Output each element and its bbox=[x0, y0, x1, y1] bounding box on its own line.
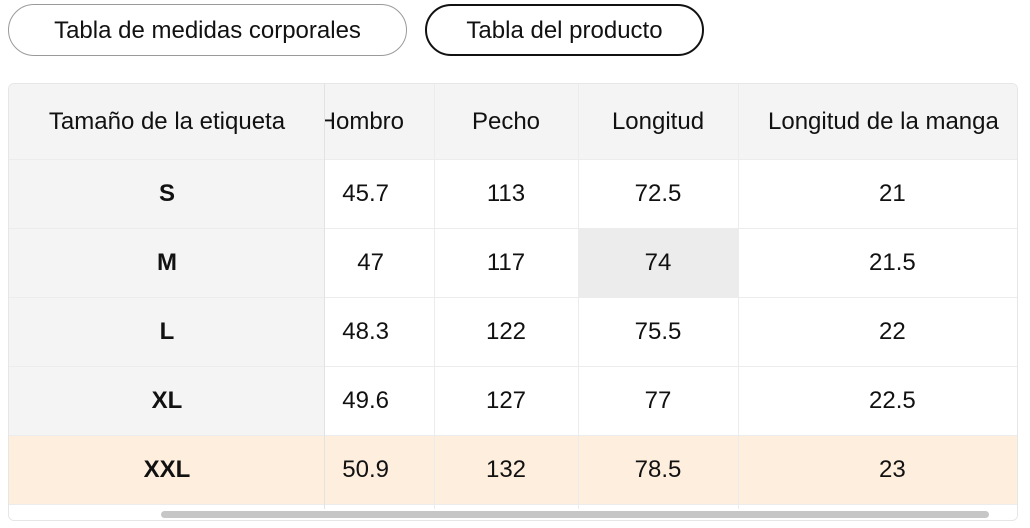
cell-s-chest: 113 bbox=[434, 160, 578, 229]
scrollbar-thumb[interactable] bbox=[161, 511, 989, 518]
tab-body-measurements[interactable]: Tabla de medidas corporales bbox=[8, 4, 407, 56]
cell-xl-sleeve: 22.5 bbox=[738, 367, 1017, 436]
column-length: Longitud 72.5 74 75.5 77 78.5 bbox=[578, 84, 738, 509]
frozen-column-divider bbox=[324, 84, 325, 509]
header-sleeve: Longitud de la manga bbox=[738, 84, 1017, 160]
cell-m-chest: 117 bbox=[434, 229, 578, 298]
size-table[interactable]: Hombro 45.7 47 48.3 49.6 50.9 Pecho 113 … bbox=[8, 83, 1018, 521]
cell-xl-chest: 127 bbox=[434, 367, 578, 436]
cell-m-length: 74 bbox=[578, 229, 738, 298]
cell-m-sleeve: 21.5 bbox=[738, 229, 1017, 298]
cell-xl-length: 77 bbox=[578, 367, 738, 436]
column-size: Tamaño de la etiqueta S M L XL XXL bbox=[9, 84, 325, 509]
cell-size-xxl: XXL bbox=[9, 436, 325, 505]
tab-product-measurements[interactable]: Tabla del producto bbox=[425, 4, 704, 56]
cell-xxl-sleeve: 23 bbox=[738, 436, 1017, 505]
cell-s-shoulder: 45.7 bbox=[259, 160, 434, 229]
cell-s-sleeve: 21 bbox=[738, 160, 1017, 229]
cell-xxl-chest: 132 bbox=[434, 436, 578, 505]
cell-xxl-length: 78.5 bbox=[578, 436, 738, 505]
header-length: Longitud bbox=[578, 84, 738, 160]
column-divider bbox=[738, 84, 739, 509]
column-sleeve: Longitud de la manga 21 21.5 22 22.5 23 bbox=[738, 84, 1017, 509]
cell-size-s: S bbox=[9, 160, 325, 229]
column-divider bbox=[434, 84, 435, 509]
cell-l-sleeve: 22 bbox=[738, 298, 1017, 367]
cell-s-length: 72.5 bbox=[578, 160, 738, 229]
header-chest: Pecho bbox=[434, 84, 578, 160]
cell-l-chest: 122 bbox=[434, 298, 578, 367]
cell-size-m: M bbox=[9, 229, 325, 298]
column-chest: Pecho 113 117 122 127 132 bbox=[434, 84, 578, 509]
horizontal-scrollbar[interactable] bbox=[9, 509, 1017, 520]
cell-xl-shoulder: 49.6 bbox=[259, 367, 434, 436]
header-size: Tamaño de la etiqueta bbox=[9, 84, 325, 160]
cell-l-shoulder: 48.3 bbox=[259, 298, 434, 367]
cell-m-shoulder: 47 bbox=[259, 229, 434, 298]
cell-size-xl: XL bbox=[9, 367, 325, 436]
column-divider bbox=[578, 84, 579, 509]
cell-size-l: L bbox=[9, 298, 325, 367]
cell-l-length: 75.5 bbox=[578, 298, 738, 367]
